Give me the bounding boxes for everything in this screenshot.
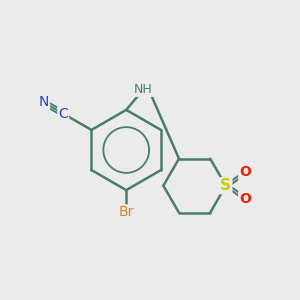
Text: O: O <box>239 165 251 179</box>
Text: NH: NH <box>134 83 153 96</box>
Text: O: O <box>239 192 251 206</box>
Text: Br: Br <box>118 206 134 219</box>
Text: N: N <box>39 95 49 110</box>
Text: S: S <box>220 178 231 193</box>
Text: C: C <box>58 106 68 121</box>
